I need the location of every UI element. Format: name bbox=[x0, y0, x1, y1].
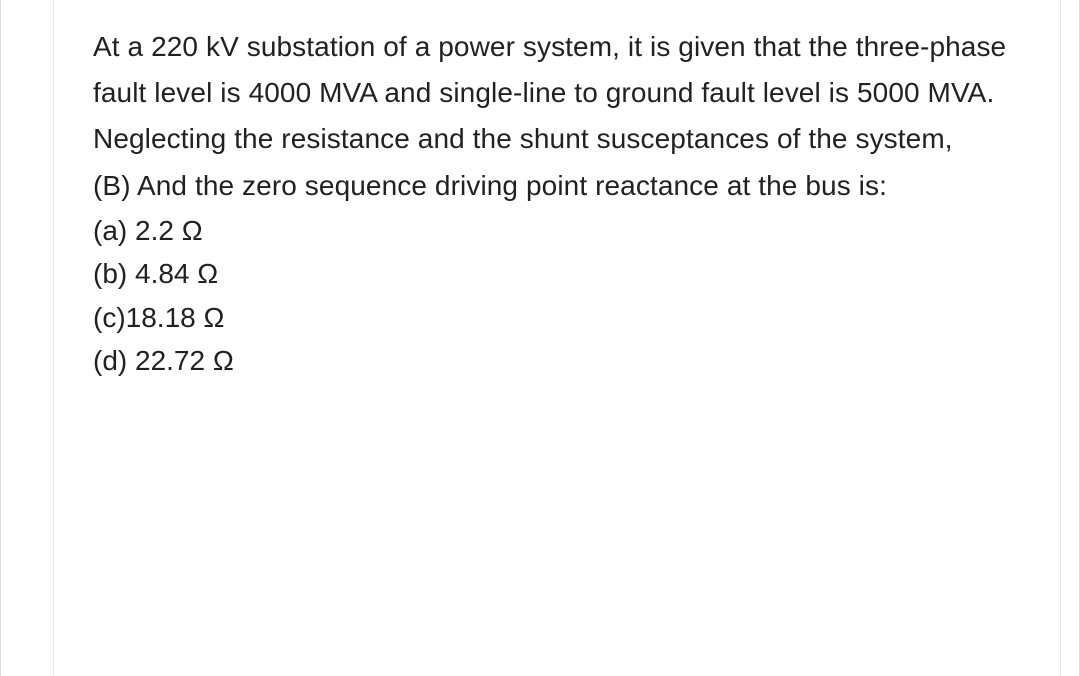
left-margin-rule bbox=[53, 0, 54, 676]
option-c: (c)18.18 Ω bbox=[93, 296, 1039, 339]
right-margin-rule bbox=[1060, 0, 1061, 676]
option-d: (d) 22.72 Ω bbox=[93, 339, 1039, 382]
page-container: At a 220 kV substation of a power system… bbox=[0, 0, 1080, 676]
option-b: (b) 4.84 Ω bbox=[93, 252, 1039, 295]
question-stem: At a 220 kV substation of a power system… bbox=[93, 24, 1039, 163]
option-a: (a) 2.2 Ω bbox=[93, 209, 1039, 252]
question-part-b: (B) And the zero sequence driving point … bbox=[93, 163, 1039, 209]
